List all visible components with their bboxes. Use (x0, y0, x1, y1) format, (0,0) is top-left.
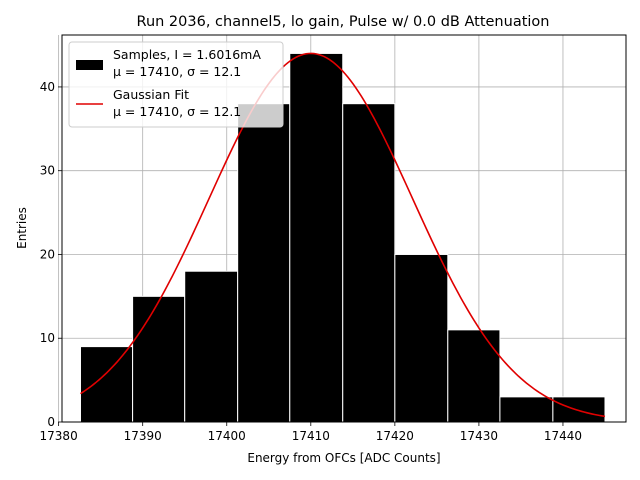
histogram-bar (289, 52, 344, 423)
x-axis-ticks: 17380 17390 17400 17410 17420 17430 17440 (40, 422, 582, 443)
legend-label-fit-stats: μ = 17410, σ = 12.1 (113, 104, 241, 119)
chart-title: Run 2036, channel5, lo gain, Pulse w/ 0.… (137, 14, 550, 30)
legend-label-samples: Samples, I = 1.6016mA (113, 47, 261, 62)
legend: Samples, I = 1.6016mA μ = 17410, σ = 12.… (68, 41, 284, 128)
histogram-bar (237, 103, 291, 423)
legend-label-fit: Gaussian Fit (113, 87, 189, 102)
histogram-bar (184, 270, 239, 423)
x-tick-label: 17440 (544, 429, 582, 443)
histogram-bar (132, 295, 186, 423)
gaussian-fit-curve (80, 52, 606, 418)
x-tick-label: 17410 (292, 429, 330, 443)
histogram-bar (342, 103, 396, 423)
x-tick-label: 17400 (208, 429, 246, 443)
histogram-bar (394, 253, 449, 423)
y-tick-label: 10 (40, 331, 55, 345)
y-tick-label: 40 (40, 80, 55, 94)
y-tick-label: 30 (40, 164, 55, 178)
legend-label-samples-stats: μ = 17410, σ = 12.1 (113, 64, 241, 79)
histogram-bar (79, 346, 134, 423)
x-tick-label: 17390 (124, 429, 162, 443)
x-tick-label: 17430 (460, 429, 498, 443)
x-axis-label: Energy from OFCs [ADC Counts] (247, 451, 440, 465)
y-axis-ticks: 0 10 20 30 40 (40, 80, 62, 429)
histogram-bars (79, 52, 606, 423)
x-tick-label: 17420 (376, 429, 414, 443)
histogram-bar (499, 396, 554, 423)
plot-frame (61, 34, 627, 423)
y-tick-label: 0 (47, 415, 55, 429)
legend-swatch-samples (76, 60, 103, 70)
y-axis-label: Entries (15, 207, 29, 249)
y-tick-label: 20 (40, 247, 55, 261)
x-tick-label: 17380 (40, 429, 78, 443)
histogram-bar (447, 329, 501, 423)
legend-box (68, 41, 284, 128)
histogram-bar (552, 396, 606, 423)
